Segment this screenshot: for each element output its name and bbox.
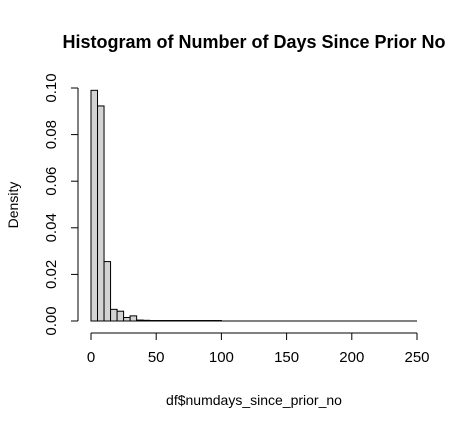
histogram-bar-4 <box>116 310 125 322</box>
x-tick-label-1: 50 <box>148 349 165 366</box>
x-axis-ticks: 0 50 100 150 200 250 <box>87 333 430 366</box>
x-tick-label-4: 200 <box>339 349 364 366</box>
x-tick-label-2: 100 <box>209 349 234 366</box>
histogram-bar-5 <box>123 317 131 322</box>
y-tick-label-5: 0.10 <box>43 73 60 102</box>
histogram-bar-1 <box>97 105 105 322</box>
x-tick-label-5: 250 <box>404 349 429 366</box>
chart-title: Histogram of Number of Days Since Prior … <box>62 32 445 52</box>
y-axis-label: Density <box>5 182 21 229</box>
y-tick-label-0: 0.00 <box>43 306 60 335</box>
bars-group <box>90 89 417 322</box>
histogram-bar-6 <box>129 315 138 322</box>
histogram-bar-2 <box>103 261 112 322</box>
histogram-bar-0 <box>90 89 99 322</box>
x-axis-label: df$numdays_since_prior_no <box>166 392 342 408</box>
y-axis-ticks: 0.00 0.02 0.04 0.06 0.08 0.10 <box>43 73 78 336</box>
y-tick-label-3: 0.06 <box>43 167 60 196</box>
histogram-bar-7 <box>136 319 144 322</box>
y-tick-label-1: 0.02 <box>43 260 60 289</box>
y-tick-label-2: 0.04 <box>43 213 60 242</box>
histogram-bar-3 <box>110 308 118 322</box>
x-tick-label-3: 150 <box>274 349 299 366</box>
x-tick-label-0: 0 <box>87 349 95 366</box>
y-tick-label-4: 0.08 <box>43 120 60 149</box>
histogram-bar-8 <box>142 319 151 322</box>
